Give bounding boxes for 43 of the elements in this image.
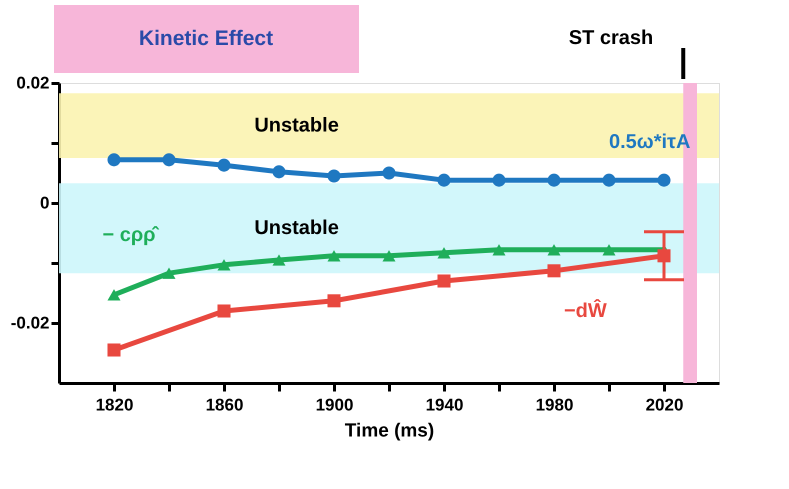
band-label: Unstable bbox=[254, 217, 339, 240]
y-tick-label: 0 bbox=[40, 194, 50, 212]
x-tick-label: 2020 bbox=[646, 396, 684, 414]
x-axis-title: Time (ms) bbox=[344, 420, 434, 442]
x-tick-label: 1940 bbox=[426, 396, 464, 414]
point bbox=[272, 254, 286, 266]
point bbox=[437, 247, 451, 258]
text: Kinetic Effect bbox=[138, 27, 274, 50]
point bbox=[107, 289, 121, 300]
point bbox=[492, 244, 506, 256]
series-label: 0.5ω*iτA bbox=[609, 131, 690, 154]
point bbox=[602, 174, 616, 187]
point bbox=[162, 268, 176, 279]
point bbox=[437, 274, 451, 288]
x-tick-label: 1900 bbox=[316, 396, 354, 414]
x-tick-label: 1820 bbox=[96, 396, 134, 414]
point bbox=[547, 244, 561, 256]
point bbox=[107, 343, 121, 357]
band-label: ST crash bbox=[568, 27, 654, 49]
y-tick-label: -0.02 bbox=[10, 314, 50, 332]
x-tick-label: 1980 bbox=[536, 396, 574, 414]
point bbox=[217, 304, 231, 318]
point bbox=[162, 153, 176, 166]
point bbox=[327, 250, 341, 262]
point bbox=[217, 158, 231, 172]
series-label: −dŴ bbox=[564, 298, 607, 322]
point bbox=[657, 174, 671, 187]
band-label: Unstable bbox=[254, 114, 339, 137]
point bbox=[547, 174, 561, 187]
point bbox=[547, 264, 561, 278]
x-tick-label: 1860 bbox=[206, 396, 244, 414]
point bbox=[107, 153, 121, 166]
point bbox=[327, 169, 341, 183]
point bbox=[492, 174, 506, 187]
point bbox=[327, 294, 341, 308]
y-tick-label: 0.02 bbox=[16, 74, 50, 92]
point bbox=[217, 259, 231, 270]
series-label: − cρρ̂ bbox=[102, 224, 160, 246]
point bbox=[602, 244, 616, 256]
point bbox=[382, 166, 396, 180]
point bbox=[437, 174, 451, 187]
point bbox=[272, 165, 286, 178]
point bbox=[382, 250, 396, 262]
